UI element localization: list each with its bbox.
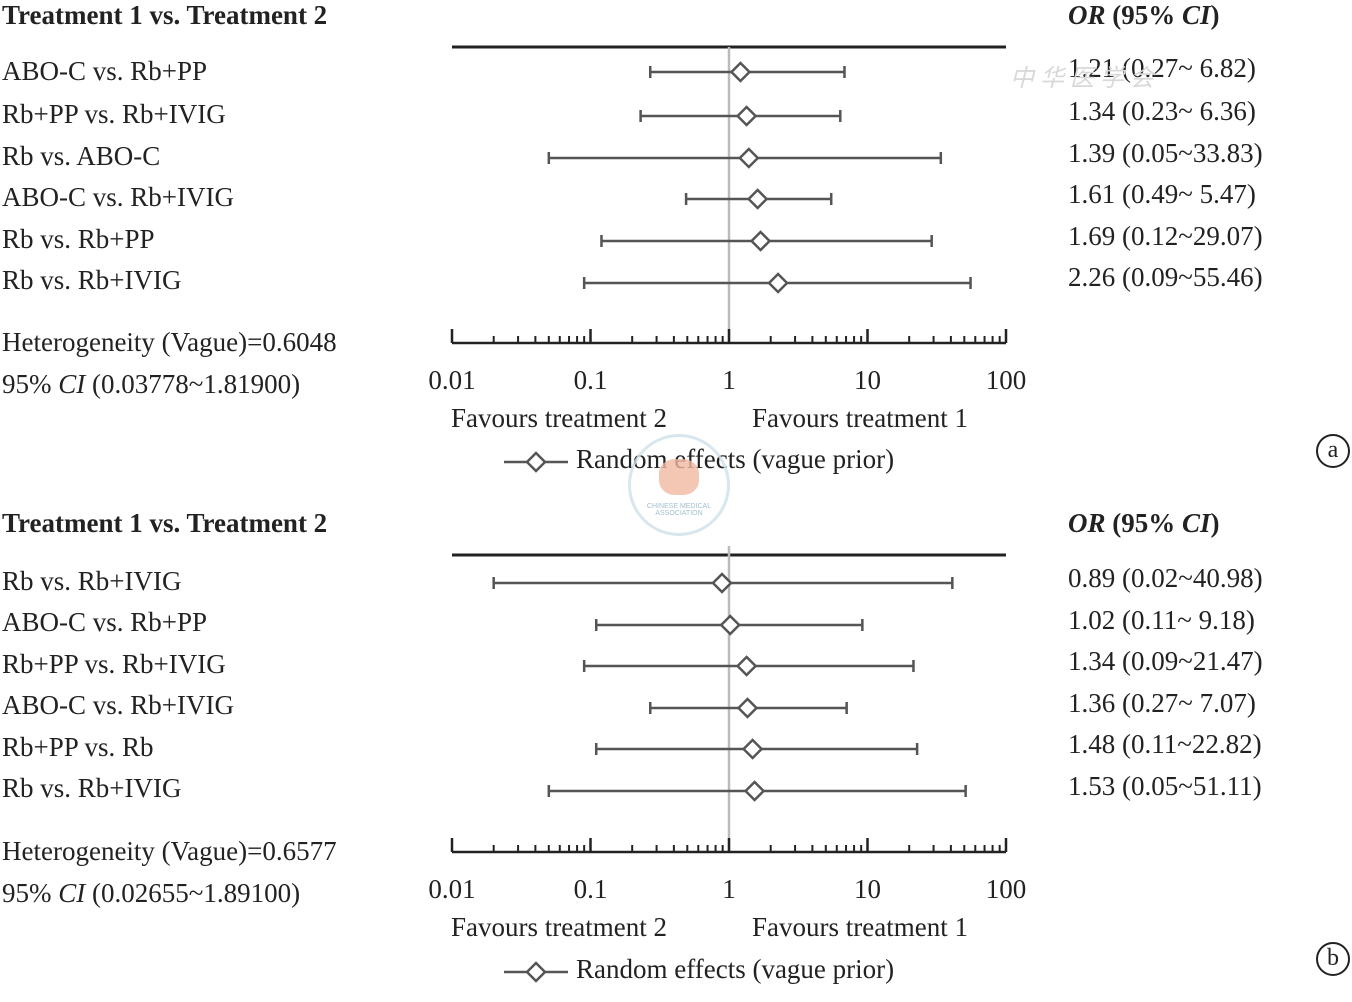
panel-badge: a [1316, 434, 1350, 468]
heterogeneity: Heterogeneity (Vague)=0.6048 [2, 327, 337, 357]
tick-label: 100 [986, 365, 1027, 395]
tick-label: 0.1 [574, 365, 608, 395]
row-label: Rb vs. Rb+PP [2, 224, 155, 254]
or-marker [743, 780, 766, 802]
or-marker [746, 188, 769, 210]
seal-logo: CHINESE MEDICAL ASSOCIATION [628, 434, 730, 536]
watermark: 中华医学会 [1010, 58, 1160, 93]
legend-diamond-icon [504, 451, 568, 473]
or-marker [749, 230, 772, 252]
or-marker [711, 572, 733, 594]
or-marker [719, 614, 741, 636]
row-ci-text: 1.53 (0.05~51.11) [1068, 771, 1262, 801]
tick-label: 0.1 [574, 874, 608, 904]
favours-right: Favours treatment 1 [752, 912, 968, 942]
panel-a: Treatment 1 vs. Treatment 2 OR (95% CI) … [0, 0, 1352, 494]
tick-label: 0.01 [428, 365, 475, 395]
seal-text: CHINESE MEDICAL ASSOCIATION [646, 503, 712, 517]
watermark-text: 中华医学会 [1010, 66, 1160, 92]
row-label: Rb+PP vs. Rb+IVIG [2, 649, 226, 679]
row-ci-text: 1.61 (0.49~ 5.47) [1068, 179, 1256, 209]
row-label: Rb vs. ABO-C [2, 141, 161, 171]
row-label: Rb+PP vs. Rb [2, 732, 154, 762]
header-comparison: Treatment 1 vs. Treatment 2 [2, 0, 328, 30]
row-ci-text: 1.34 (0.23~ 6.36) [1068, 96, 1256, 126]
legend-label: Random effects (vague prior) [576, 444, 895, 474]
row-ci-text: 1.21 (0.27~ 6.82) [1068, 53, 1256, 83]
favours-left: Favours treatment 2 [451, 912, 667, 942]
row-label: Rb vs. Rb+IVIG [2, 265, 182, 295]
legend-label: Random effects (vague prior) [576, 954, 895, 984]
row-label: ABO-C vs. Rb+IVIG [2, 690, 234, 720]
heterogeneity: Heterogeneity (Vague)=0.6577 [2, 836, 337, 866]
row-label: ABO-C vs. Rb+PP [2, 607, 208, 637]
header-or-ci: OR (95% CI) [1068, 0, 1220, 30]
or-marker [735, 655, 758, 677]
header-comparison: Treatment 1 vs. Treatment 2 [2, 508, 328, 538]
or-marker [736, 697, 759, 719]
row-label: Rb vs. Rb+IVIG [2, 566, 182, 596]
panel-b: Treatment 1 vs. Treatment 2 OR (95% CI) … [0, 508, 1352, 1002]
row-ci-text: 1.39 (0.05~33.83) [1068, 138, 1263, 168]
row-label: Rb vs. Rb+IVIG [2, 773, 182, 803]
row-ci-text: 1.69 (0.12~29.07) [1068, 221, 1263, 251]
tick-label: 1 [722, 365, 736, 395]
or-marker [767, 272, 789, 294]
tick-label: 10 [854, 874, 881, 904]
heterogeneity-ci: 95% CI (0.02655~1.89100) [2, 878, 301, 908]
favours-right: Favours treatment 1 [752, 403, 968, 433]
tick-label: 0.01 [428, 874, 475, 904]
tick-label: 10 [854, 365, 881, 395]
or-marker [735, 105, 758, 127]
forest-plot-a: 0.01 0.1 1 10 100 [428, 45, 1027, 395]
seal-map-icon [659, 459, 699, 495]
legend: Random effects (vague prior) [504, 954, 894, 985]
row-ci-text: 1.36 (0.27~ 7.07) [1068, 688, 1256, 718]
row-ci-text: 0.89 (0.02~40.98) [1068, 563, 1263, 593]
legend-diamond-icon [504, 961, 568, 983]
or-marker [741, 738, 764, 760]
header-or-ci: OR (95% CI) [1068, 508, 1220, 538]
row-label: ABO-C vs. Rb+IVIG [2, 182, 234, 212]
tick-label: 1 [722, 874, 736, 904]
row-label: ABO-C vs. Rb+PP [2, 56, 208, 86]
row-ci-text: 2.26 (0.09~55.46) [1068, 262, 1263, 292]
legend: Random effects (vague prior) [504, 444, 894, 475]
favours-left: Favours treatment 2 [451, 403, 667, 433]
row-ci-text: 1.34 (0.09~21.47) [1068, 646, 1263, 676]
tick-label: 100 [986, 874, 1027, 904]
row-label: Rb+PP vs. Rb+IVIG [2, 99, 226, 129]
panel-badge: b [1316, 942, 1350, 976]
or-marker [738, 147, 760, 169]
heterogeneity-ci: 95% CI (0.03778~1.81900) [2, 369, 301, 399]
row-ci-text: 1.02 (0.11~ 9.18) [1068, 605, 1255, 635]
forest-plot-b: 0.01 0.1 1 10 100 [428, 546, 1027, 904]
or-marker [729, 61, 752, 83]
row-ci-text: 1.48 (0.11~22.82) [1068, 729, 1262, 759]
